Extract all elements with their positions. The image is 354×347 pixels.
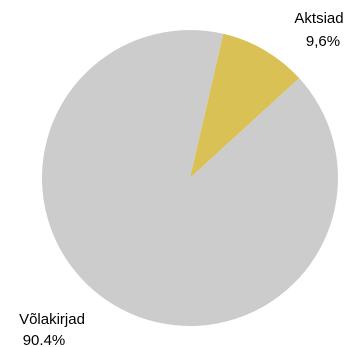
- slice-label-volakirjad-value: 90.4%: [23, 332, 66, 347]
- slice-label-volakirjad-name: Võlakirjad: [19, 311, 85, 328]
- slice-label-aktsiad-value: 9,6%: [306, 33, 340, 50]
- pie-slice-v-lakirjad: [41, 29, 338, 326]
- pie-slice-aktsiad: [190, 33, 300, 178]
- pie-slices: [41, 29, 338, 326]
- slice-label-aktsiad-name: Aktsiad: [294, 10, 343, 27]
